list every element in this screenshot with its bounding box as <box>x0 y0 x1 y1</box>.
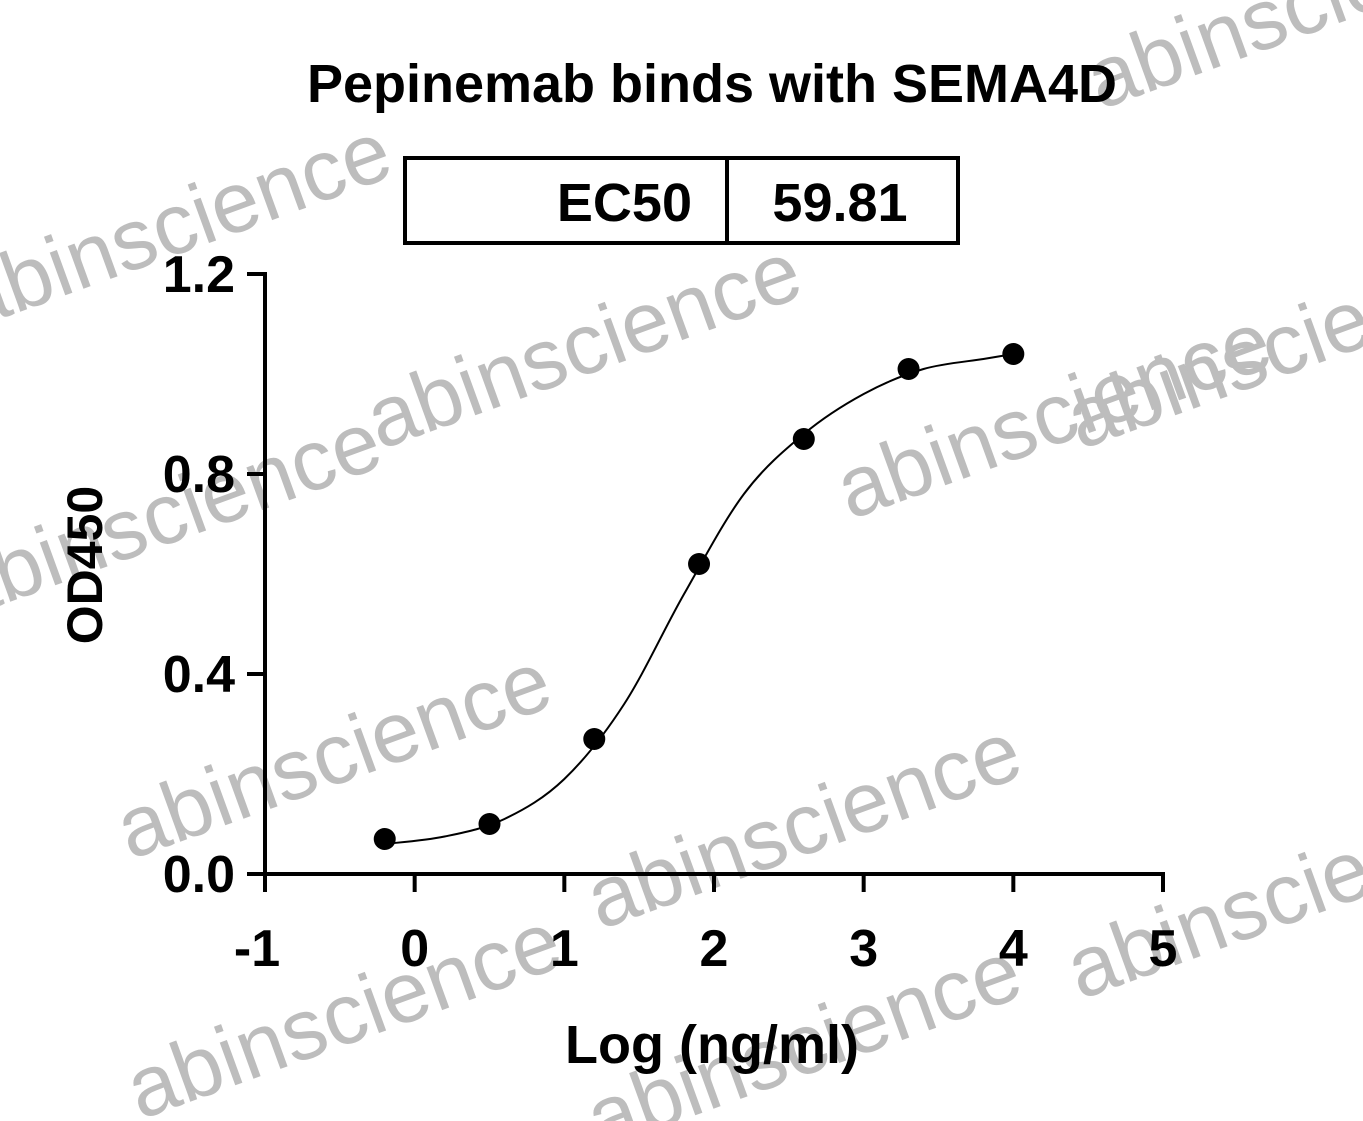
y-tick-label: 0.8 <box>163 446 235 504</box>
x-tick-label: 4 <box>999 920 1028 978</box>
data-point <box>583 728 606 750</box>
x-tick-label: 2 <box>700 920 729 978</box>
watermark: abinscience <box>1054 222 1363 468</box>
chart-title: Pepinemab binds with SEMA4D <box>307 54 1117 114</box>
data-point <box>373 828 396 850</box>
y-tick-label: 0.0 <box>163 846 235 904</box>
y-axis-label: OD450 <box>57 486 113 644</box>
data-point <box>478 813 501 835</box>
data-point <box>688 553 711 575</box>
data-point <box>897 358 920 380</box>
watermark: abinscience <box>1074 0 1363 128</box>
x-tick-label: 5 <box>1149 920 1178 978</box>
x-tick-label: 0 <box>400 920 429 978</box>
watermark: abinscience <box>0 102 403 348</box>
fit-curve <box>384 353 1014 845</box>
watermark: abinscience <box>354 222 814 468</box>
ec50-value: 59.81 <box>772 173 907 233</box>
watermark: abinscience <box>114 892 574 1121</box>
ec50-label: EC50 <box>557 173 692 233</box>
data-point <box>792 428 815 450</box>
y-tick-label: 0.4 <box>163 646 235 704</box>
watermark: abinscience <box>574 702 1034 948</box>
x-axis-label: Log (ng/ml) <box>565 1015 859 1075</box>
ec50-box <box>403 156 960 245</box>
y-tick-label: 1.2 <box>163 246 235 304</box>
x-tick-label: -1 <box>234 920 280 978</box>
x-tick-label: 1 <box>550 920 579 978</box>
x-tick-label: 3 <box>849 920 878 978</box>
data-point <box>1002 343 1025 365</box>
watermark: abinscience <box>1054 772 1363 1018</box>
